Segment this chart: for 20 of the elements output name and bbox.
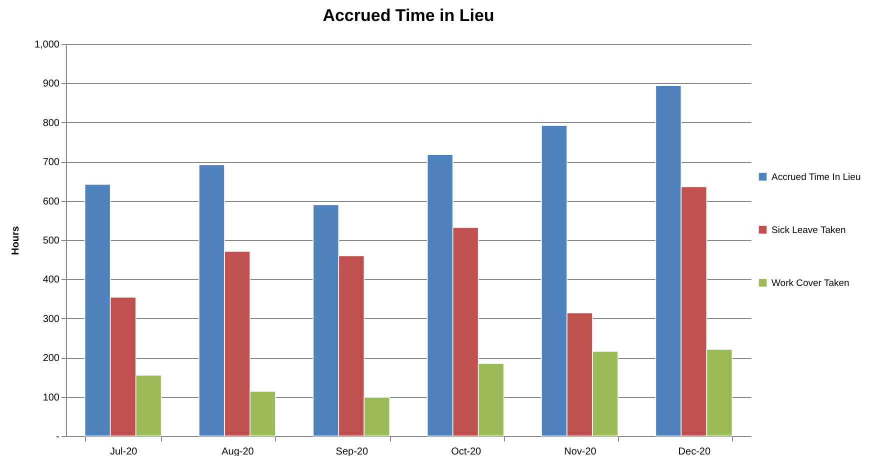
legend-label: Work Cover Taken (772, 278, 850, 289)
x-tick-label: Nov-20 (564, 446, 597, 458)
x-tick-label: Jul-20 (110, 446, 138, 458)
y-tick-label: 300 (42, 314, 60, 325)
chart-title: Accrued Time in Lieu (322, 6, 494, 25)
legend-label: Sick Leave Taken (772, 224, 846, 236)
y-tick-label: 700 (42, 157, 60, 168)
y-tick-label: 200 (42, 353, 60, 364)
y-tick-label: 1,000 (34, 40, 60, 50)
x-tick-label: Dec-20 (678, 446, 711, 458)
y-tick-label: 400 (42, 274, 60, 286)
y-tick-label: 500 (42, 236, 60, 246)
y-axis-title: Hours (10, 226, 22, 255)
x-tick-label: Oct-20 (451, 446, 482, 458)
y-tick-label: 900 (42, 78, 60, 90)
y-tick-label: 100 (42, 392, 60, 404)
y-tick-label: 600 (42, 196, 60, 208)
y-tick-label: - (56, 432, 60, 442)
legend-label: Accrued Time In Lieu (772, 172, 861, 183)
y-tick-label: 800 (42, 118, 60, 129)
